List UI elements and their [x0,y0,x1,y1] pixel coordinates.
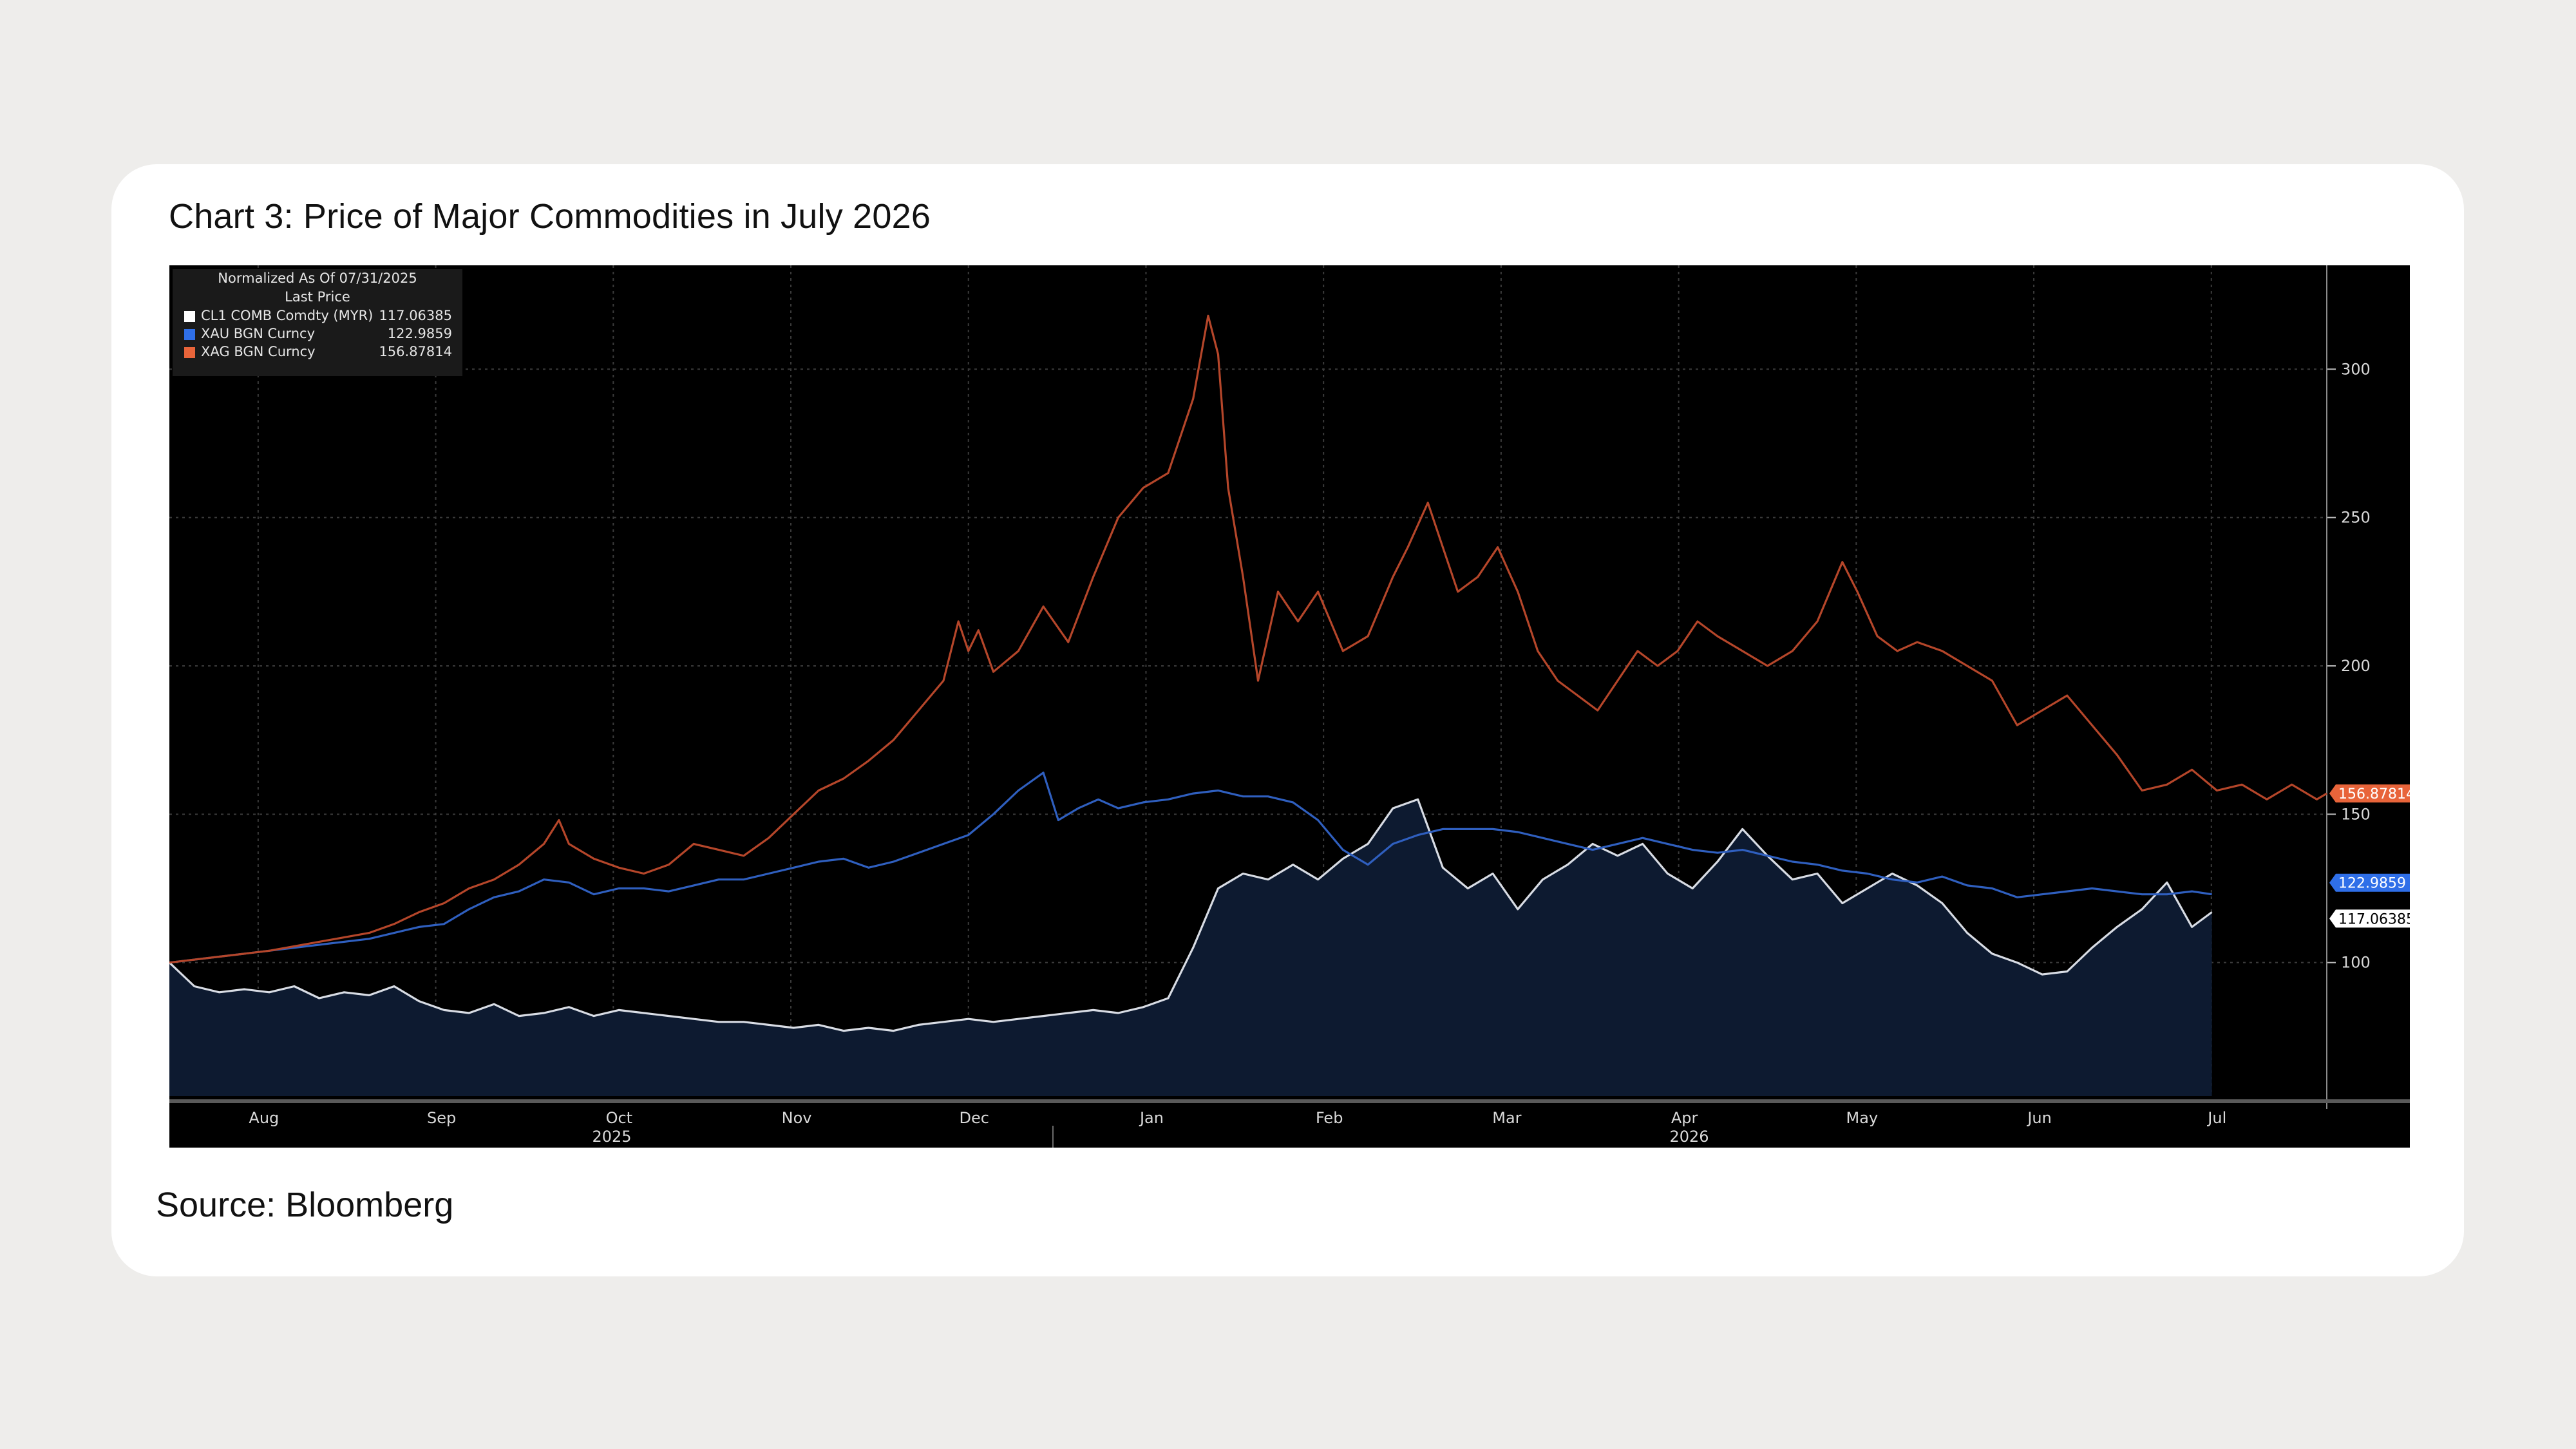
x-tick-label: Jul [2206,1109,2226,1127]
legend-label-silver: XAG BGN Curncy [201,344,316,359]
y-tick-label: 250 [2341,509,2371,527]
x-tick-label: Dec [960,1109,989,1127]
last-value-tag-bg [2329,873,2410,892]
series-line-gold [169,772,2212,964]
commodities-line-chart[interactable]: 100 150 200 250 300 Aug Sep Oct Nov Dec Jan Feb Mar A… [169,265,2410,1148]
year-label: 2025 [592,1128,631,1146]
x-tick-label: Apr [1671,1109,1698,1127]
last-value-tag-bg [2329,909,2410,928]
x-tick-label: Jan [1139,1109,1164,1127]
y-tick-label: 200 [2341,657,2371,675]
legend-swatch-silver [184,347,195,358]
legend-swatch-gold [184,329,195,340]
x-tick-label: Nov [782,1109,812,1127]
x-tick-label: Mar [1492,1109,1521,1127]
legend-label-oil: CL1 COMB Comdty (MYR) [201,308,374,323]
series-line-oil [169,798,2213,1032]
legend-value-gold: 122.9859 [387,326,452,341]
chart-legend: Normalized As Of 07/31/2025 Last Price C… [173,269,462,376]
series-line-silver [169,314,2327,964]
x-tick-label: Sep [427,1109,456,1127]
x-tick-label: Aug [249,1109,279,1127]
legend-value-silver: 156.87814 [379,344,452,359]
legend-value-oil: 117.06385 [379,308,452,323]
series-area-oil [169,799,2212,1096]
last-value-tag-text: 122.9859 [2338,876,2406,892]
x-tick-label: Feb [1316,1109,1343,1127]
last-value-tag-bg [2329,784,2410,803]
source-note: Source: Bloomberg [156,1186,454,1224]
legend-header: Normalized As Of 07/31/2025 [218,270,417,286]
legend-item-silver: XAG BGN Curncy 156.87814 [173,343,462,361]
legend-item-oil: CL1 COMB Comdty (MYR) 117.06385 [173,307,462,325]
last-value-tag-text: 156.87814 [2338,786,2410,802]
x-tick-label: Oct [606,1109,633,1127]
y-tick-label: 150 [2341,805,2371,823]
last-value-tag-oil: 117.06385 [2329,909,2410,928]
legend-swatch-oil [184,311,195,322]
last-value-tag-gold: 122.9859 [2329,873,2410,892]
x-tick-label: Jun [2026,1109,2052,1127]
chart-panel[interactable]: 100 150 200 250 300 Aug Sep Oct Nov Dec Jan Feb Mar A… [169,265,2410,1148]
last-value-tag-text: 117.06385 [2338,911,2410,927]
legend-label-gold: XAU BGN Curncy [201,326,316,341]
y-tick-label: 100 [2341,954,2371,972]
year-label: 2026 [1669,1128,1709,1146]
x-tick-label: May [1846,1109,1879,1127]
y-tick-label: 300 [2341,360,2371,378]
legend-item-gold: XAU BGN Curncy 122.9859 [173,325,462,343]
page-title: Chart 3: Price of Major Commodities in J… [169,197,931,236]
last-value-tag-silver: 156.87814 [2329,784,2410,803]
legend-subheader: Last Price [285,289,350,305]
